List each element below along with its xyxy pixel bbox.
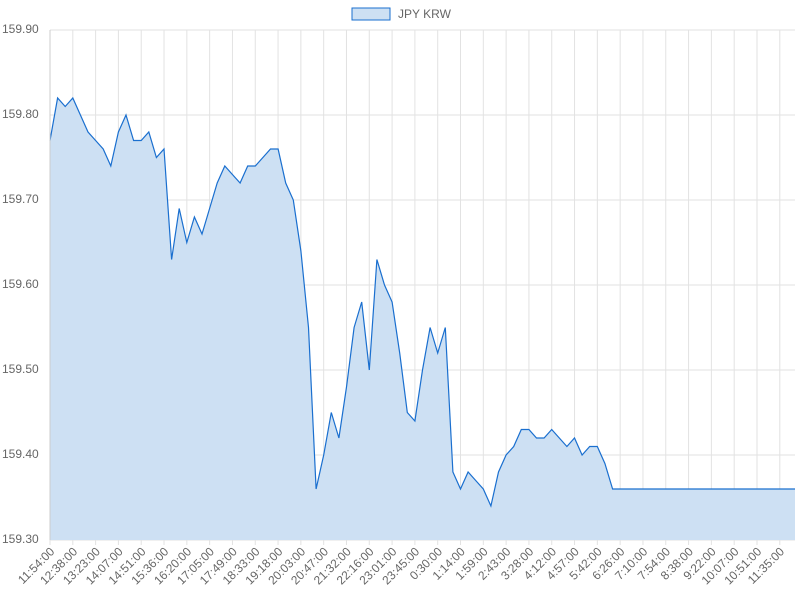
y-tick-label: 159.90 [2,22,39,36]
legend-label: JPY KRW [398,7,452,21]
y-tick-label: 159.40 [2,447,39,461]
y-tick-label: 159.70 [2,192,39,206]
y-tick-label: 159.30 [2,532,39,546]
line [49,96,795,508]
y-tick-label: 159.50 [2,362,39,376]
area [50,98,795,540]
y-tick-label: 159.80 [2,107,39,121]
legend-swatch [351,7,391,21]
y-tick-label: 159.60 [2,277,39,291]
